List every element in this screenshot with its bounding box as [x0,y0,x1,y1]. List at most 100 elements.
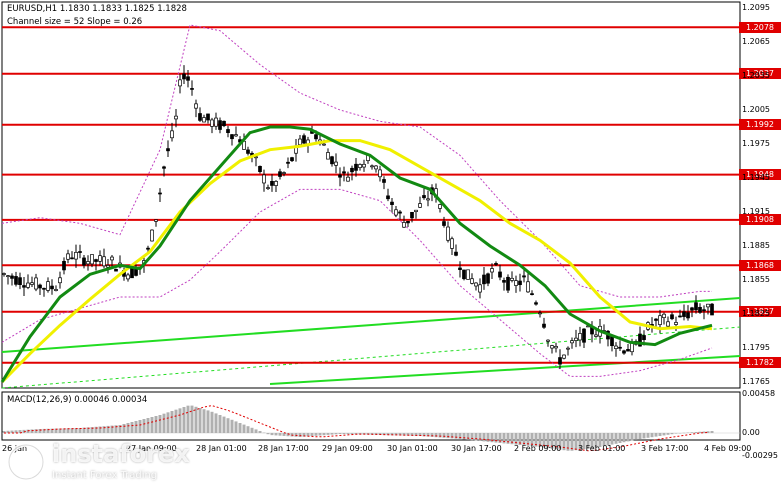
candle [626,344,630,352]
candle [454,244,458,257]
macd-histogram-bar [342,433,346,435]
level-price-tag: 1.1908 [739,214,781,226]
macd-histogram-bar [450,433,454,439]
candle [518,273,522,292]
macd-histogram-bar [254,429,258,433]
macd-histogram-bar [42,428,46,433]
macd-histogram-bar [494,433,498,443]
macd-histogram-bar [502,433,506,444]
macd-histogram-bar [490,433,494,443]
candle [102,248,106,269]
macd-histogram-bar [2,431,6,433]
macd-histogram-bar [54,428,58,433]
candle [542,317,546,329]
candle [422,187,426,200]
macd-histogram-bar [238,423,242,433]
macd-histogram-bar [646,433,650,438]
macd-histogram-bar [422,433,426,437]
candle [230,134,234,146]
candle [442,216,446,228]
macd-histogram-bar [538,433,542,447]
level-price-tag: 1.2078 [739,21,781,33]
candle [162,165,166,177]
candle [166,140,170,157]
candle [494,261,498,267]
candle [706,303,710,315]
macd-histogram-bar [386,433,390,436]
price-axis-tick: 1.1855 [742,275,770,284]
candle [182,65,186,84]
candle [530,290,534,296]
macd-histogram-bar [582,433,586,450]
candle [538,310,542,318]
candle [694,295,698,314]
candle [290,156,294,162]
macd-histogram-bar [102,426,106,433]
macd-histogram-bar [354,433,358,435]
macd-histogram-bar [526,433,530,446]
candle [98,250,102,266]
macd-histogram-bar [702,431,706,433]
candle [90,254,94,268]
macd-histogram-bar [242,424,246,433]
macd-histogram-bar [274,433,278,436]
macd-histogram-bar [278,433,282,436]
macd-histogram-bar [570,433,574,451]
bollinger-upper [1,24,712,298]
macd-histogram-bar [606,433,610,446]
macd-histogram-bar [658,433,662,436]
macd-histogram-bar [282,433,286,436]
level-price-tag: 1.2037 [739,68,781,80]
macd-histogram-bar [578,433,582,450]
candle [186,69,190,88]
macd-histogram-bar [262,432,266,434]
macd-histogram-bar [66,428,70,433]
macd-histogram-bar [30,429,34,433]
macd-histogram-bar [286,433,290,437]
macd-histogram-bar [10,430,14,433]
macd-histogram-bar [298,433,302,437]
instaforex-logo-icon [7,443,45,481]
candle [130,267,134,279]
macd-histogram-bar [514,433,518,445]
macd-histogram-bar [498,433,502,443]
macd-histogram-bar [506,433,510,444]
candle [302,133,306,146]
candle [330,155,334,167]
candle [702,305,706,320]
macd-histogram-bar [78,428,82,433]
macd-histogram-bar [214,413,218,433]
time-axis-tick: 30 Jan 01:00 [387,444,438,453]
candle [566,346,570,356]
candle [86,255,90,271]
macd-histogram-bar [190,405,194,433]
price-pane[interactable] [1,1,741,389]
macd-histogram-bar [510,433,514,445]
time-axis-tick: 28 Jan 17:00 [258,444,309,453]
macd-axis-tick: -0.00295 [742,451,778,460]
macd-histogram-bar [478,433,482,441]
macd-histogram-bar [226,418,230,433]
macd-histogram-bar [390,433,394,436]
macd-histogram-bar [434,433,438,438]
candle [278,168,282,180]
macd-histogram-bar [338,433,342,434]
candle [150,229,154,242]
candle [534,300,538,306]
macd-histogram-bar [302,433,306,437]
macd-histogram-bar [530,433,534,447]
macd-histogram-bar [546,433,550,449]
candle [66,249,70,264]
price-axis-tick: 1.1945 [742,173,770,182]
macd-histogram-bar [682,432,686,434]
macd-histogram-bar [170,411,174,433]
macd-histogram-bar [186,405,190,433]
candle [170,122,174,142]
macd-histogram-bar [394,433,398,436]
candle [282,171,286,177]
candle [506,274,510,294]
candle [482,267,486,290]
macd-histogram-bar [126,423,130,433]
macd-histogram-bar [466,433,470,440]
